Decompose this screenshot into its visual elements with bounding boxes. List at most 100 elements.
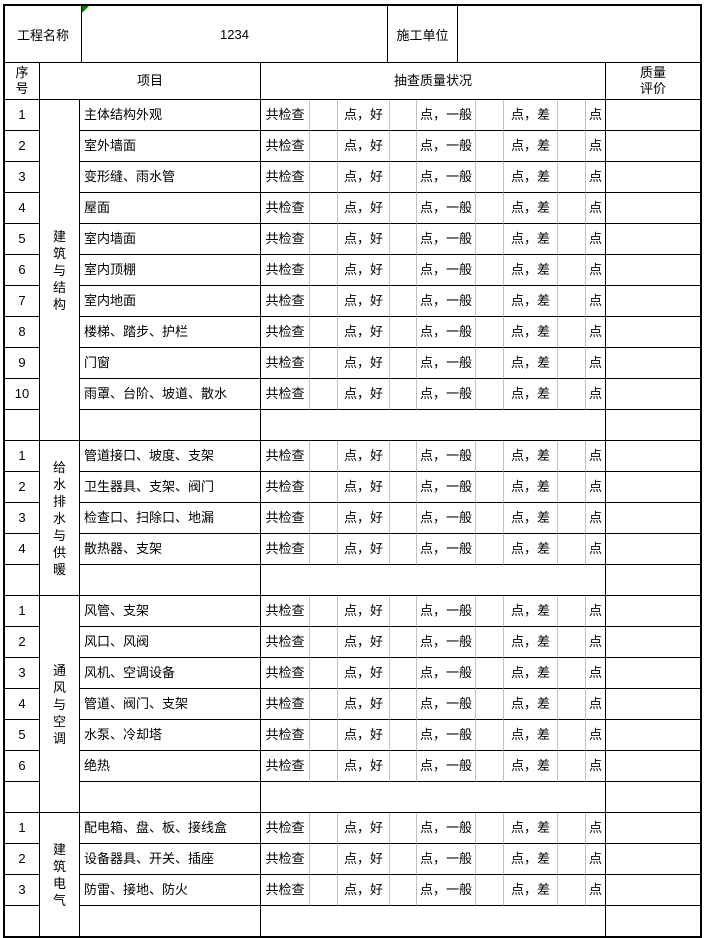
inspect-poor-field[interactable] (558, 317, 586, 348)
inspect-fair-field[interactable] (476, 286, 504, 317)
blank-inspection-cell[interactable] (261, 782, 606, 813)
inspect-poor-field[interactable] (558, 813, 586, 844)
evaluation-cell[interactable] (606, 224, 700, 255)
evaluation-cell[interactable] (606, 813, 700, 844)
inspect-count-field[interactable] (310, 875, 338, 906)
evaluation-cell[interactable] (606, 286, 700, 317)
inspect-count-field[interactable] (310, 317, 338, 348)
inspect-good-field[interactable] (390, 720, 417, 751)
inspect-poor-field[interactable] (558, 596, 586, 627)
inspect-fair-field[interactable] (476, 844, 504, 875)
inspect-fair-field[interactable] (476, 720, 504, 751)
inspect-poor-field[interactable] (558, 720, 586, 751)
inspect-count-field[interactable] (310, 534, 338, 565)
inspect-count-field[interactable] (310, 224, 338, 255)
evaluation-cell[interactable] (606, 875, 700, 906)
evaluation-cell[interactable] (606, 193, 700, 224)
blank-evaluation-cell[interactable] (606, 782, 700, 813)
evaluation-cell[interactable] (606, 503, 700, 534)
evaluation-cell[interactable] (606, 131, 700, 162)
inspect-good-field[interactable] (390, 224, 417, 255)
inspect-good-field[interactable] (390, 379, 417, 410)
evaluation-cell[interactable] (606, 379, 700, 410)
evaluation-cell[interactable] (606, 596, 700, 627)
evaluation-cell[interactable] (606, 658, 700, 689)
inspect-good-field[interactable] (390, 162, 417, 193)
inspect-fair-field[interactable] (476, 472, 504, 503)
evaluation-cell[interactable] (606, 751, 700, 782)
evaluation-cell[interactable] (606, 255, 700, 286)
evaluation-cell[interactable] (606, 720, 700, 751)
inspect-count-field[interactable] (310, 813, 338, 844)
inspect-good-field[interactable] (390, 100, 417, 131)
inspect-poor-field[interactable] (558, 255, 586, 286)
inspect-fair-field[interactable] (476, 224, 504, 255)
inspect-fair-field[interactable] (476, 100, 504, 131)
inspect-poor-field[interactable] (558, 658, 586, 689)
evaluation-cell[interactable] (606, 844, 700, 875)
inspect-good-field[interactable] (390, 751, 417, 782)
inspect-count-field[interactable] (310, 689, 338, 720)
inspect-count-field[interactable] (310, 751, 338, 782)
inspect-fair-field[interactable] (476, 348, 504, 379)
contractor-cell[interactable] (458, 6, 700, 63)
evaluation-cell[interactable] (606, 317, 700, 348)
inspect-good-field[interactable] (390, 472, 417, 503)
inspect-poor-field[interactable] (558, 193, 586, 224)
inspect-poor-field[interactable] (558, 441, 586, 472)
inspect-poor-field[interactable] (558, 162, 586, 193)
inspect-good-field[interactable] (390, 255, 417, 286)
inspect-fair-field[interactable] (476, 596, 504, 627)
blank-evaluation-cell[interactable] (606, 565, 700, 596)
inspect-good-field[interactable] (390, 503, 417, 534)
evaluation-cell[interactable] (606, 441, 700, 472)
inspect-count-field[interactable] (310, 193, 338, 224)
inspect-good-field[interactable] (390, 131, 417, 162)
inspect-count-field[interactable] (310, 441, 338, 472)
inspect-poor-field[interactable] (558, 844, 586, 875)
inspect-poor-field[interactable] (558, 627, 586, 658)
inspect-good-field[interactable] (390, 286, 417, 317)
inspect-count-field[interactable] (310, 627, 338, 658)
inspect-count-field[interactable] (310, 255, 338, 286)
inspect-count-field[interactable] (310, 596, 338, 627)
inspect-count-field[interactable] (310, 503, 338, 534)
blank-inspection-cell[interactable] (261, 410, 606, 441)
inspect-good-field[interactable] (390, 627, 417, 658)
inspect-good-field[interactable] (390, 689, 417, 720)
inspect-count-field[interactable] (310, 658, 338, 689)
inspect-poor-field[interactable] (558, 875, 586, 906)
inspect-fair-field[interactable] (476, 627, 504, 658)
evaluation-cell[interactable] (606, 689, 700, 720)
blank-evaluation-cell[interactable] (606, 906, 700, 937)
blank-inspection-cell[interactable] (261, 565, 606, 596)
inspect-good-field[interactable] (390, 658, 417, 689)
inspect-count-field[interactable] (310, 286, 338, 317)
inspect-fair-field[interactable] (476, 813, 504, 844)
blank-inspection-cell[interactable] (261, 906, 606, 937)
inspect-fair-field[interactable] (476, 317, 504, 348)
inspect-count-field[interactable] (310, 472, 338, 503)
inspect-poor-field[interactable] (558, 379, 586, 410)
inspect-fair-field[interactable] (476, 193, 504, 224)
inspect-fair-field[interactable] (476, 441, 504, 472)
inspect-count-field[interactable] (310, 100, 338, 131)
inspect-count-field[interactable] (310, 844, 338, 875)
inspect-poor-field[interactable] (558, 100, 586, 131)
inspect-good-field[interactable] (390, 875, 417, 906)
inspect-good-field[interactable] (390, 596, 417, 627)
inspect-fair-field[interactable] (476, 503, 504, 534)
evaluation-cell[interactable] (606, 472, 700, 503)
inspect-fair-field[interactable] (476, 255, 504, 286)
inspect-poor-field[interactable] (558, 348, 586, 379)
evaluation-cell[interactable] (606, 162, 700, 193)
blank-item-cell[interactable] (80, 906, 261, 937)
inspect-fair-field[interactable] (476, 534, 504, 565)
inspect-good-field[interactable] (390, 193, 417, 224)
project-name-cell[interactable]: 1234 (82, 6, 388, 63)
inspect-poor-field[interactable] (558, 503, 586, 534)
inspect-poor-field[interactable] (558, 224, 586, 255)
inspect-poor-field[interactable] (558, 689, 586, 720)
inspect-fair-field[interactable] (476, 162, 504, 193)
inspect-fair-field[interactable] (476, 689, 504, 720)
